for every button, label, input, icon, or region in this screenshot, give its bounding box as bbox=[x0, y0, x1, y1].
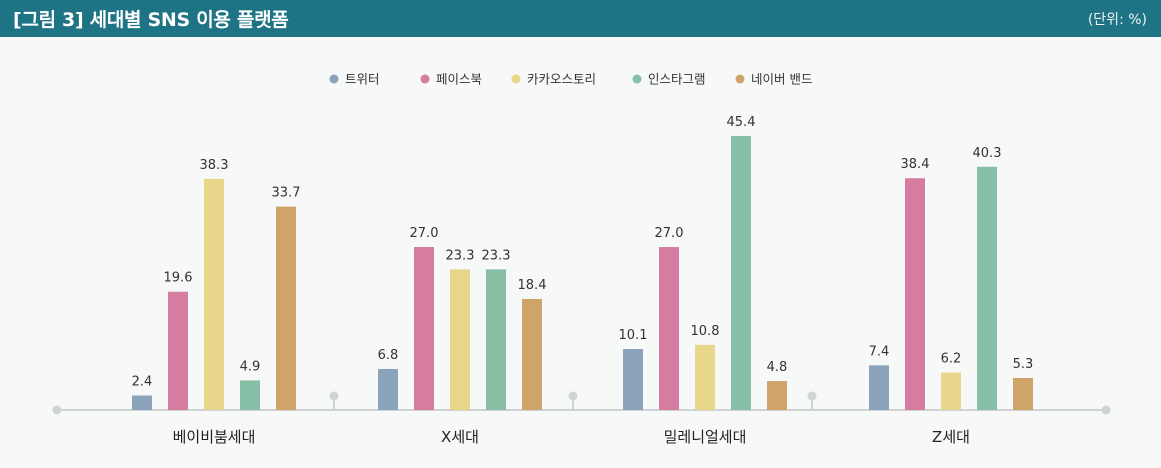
legend-label-1: 트위터 bbox=[345, 72, 380, 87]
value-label: 5.3 bbox=[1013, 357, 1034, 372]
value-label: 27.0 bbox=[655, 226, 684, 241]
bar-3-4 bbox=[731, 136, 751, 410]
value-label: 7.4 bbox=[869, 344, 890, 359]
value-label: 6.2 bbox=[941, 352, 962, 367]
figure-header: [그림 3] 세대별 SNS 이용 플랫폼 (단위: %) bbox=[0, 0, 1161, 37]
value-label: 2.4 bbox=[132, 375, 153, 390]
legend-label-2: 페이스북 bbox=[436, 72, 482, 87]
value-label: 40.3 bbox=[973, 146, 1002, 161]
group-divider-dot bbox=[807, 391, 817, 401]
unit-label: (단위: %) bbox=[1087, 12, 1147, 28]
chart-legend: 트위터 페이스북 카카오스토리 인스타그램 네이버 밴드 bbox=[329, 72, 812, 87]
bar-2-3 bbox=[450, 269, 470, 410]
bar-1-5 bbox=[276, 206, 296, 410]
bar-4-4 bbox=[977, 166, 997, 410]
legend-label-3: 카카오스토리 bbox=[527, 72, 596, 87]
bar-4-5 bbox=[1013, 378, 1033, 410]
bar-4-1 bbox=[869, 365, 889, 410]
value-label: 23.3 bbox=[446, 248, 475, 263]
category-label-4: Z세대 bbox=[932, 428, 970, 446]
bar-3-2 bbox=[659, 247, 679, 410]
bar-1-2 bbox=[168, 291, 188, 410]
value-label: 23.3 bbox=[482, 248, 511, 263]
legend-marker-3 bbox=[511, 74, 521, 84]
bar-3-1 bbox=[623, 349, 643, 410]
bar-chart: 트위터 페이스북 카카오스토리 인스타그램 네이버 밴드 2.4 19.6 38.3 4.9 3… bbox=[52, 72, 1111, 446]
bar-4-2 bbox=[905, 178, 925, 410]
bar-2-4 bbox=[486, 269, 506, 410]
bar-1-4 bbox=[240, 380, 260, 410]
bar-2-5 bbox=[522, 298, 542, 410]
bar-4-3 bbox=[941, 372, 961, 410]
bar-3-3 bbox=[695, 344, 715, 410]
group-divider-dot bbox=[568, 391, 578, 401]
value-label: 10.8 bbox=[691, 324, 720, 339]
value-label: 10.1 bbox=[619, 328, 648, 343]
value-label: 38.4 bbox=[901, 157, 930, 172]
x-axis bbox=[52, 391, 1111, 415]
value-label: 33.7 bbox=[272, 186, 301, 201]
data-labels: 2.4 19.6 38.3 4.9 33.7 6.8 27.0 23.3 23.3 18.4 10.… bbox=[132, 115, 1034, 390]
category-label-3: 밀레니얼세대 bbox=[664, 428, 747, 446]
value-label: 4.8 bbox=[767, 360, 788, 375]
value-label: 45.4 bbox=[727, 115, 756, 130]
value-label: 27.0 bbox=[410, 226, 439, 241]
bar-2-1 bbox=[378, 368, 398, 410]
value-label: 4.9 bbox=[240, 359, 261, 374]
bar-1-3 bbox=[204, 178, 224, 410]
bar-2-2 bbox=[414, 247, 434, 410]
legend-marker-2 bbox=[420, 74, 430, 84]
axis-end-dot bbox=[52, 405, 62, 415]
legend-label-4: 인스타그램 bbox=[648, 72, 706, 87]
value-label: 38.3 bbox=[200, 158, 229, 173]
bar-1-1 bbox=[132, 395, 152, 410]
legend-label-5: 네이버 밴드 bbox=[751, 72, 812, 87]
legend-marker-5 bbox=[735, 74, 745, 84]
value-label: 18.4 bbox=[518, 278, 547, 293]
bars-group bbox=[132, 136, 1033, 410]
legend-marker-4 bbox=[632, 74, 642, 84]
value-label: 19.6 bbox=[164, 271, 193, 286]
group-divider-dot bbox=[329, 391, 339, 401]
axis-end-dot bbox=[1101, 405, 1111, 415]
category-label-2: X세대 bbox=[441, 428, 479, 446]
category-label-1: 베이비붐세대 bbox=[173, 428, 256, 446]
legend-marker-1 bbox=[329, 74, 339, 84]
bar-3-5 bbox=[767, 381, 787, 410]
category-labels: 베이비붐세대 X세대 밀레니얼세대 Z세대 bbox=[173, 428, 970, 446]
value-label: 6.8 bbox=[378, 348, 399, 363]
figure-title: [그림 3] 세대별 SNS 이용 플랫폼 bbox=[13, 9, 289, 31]
